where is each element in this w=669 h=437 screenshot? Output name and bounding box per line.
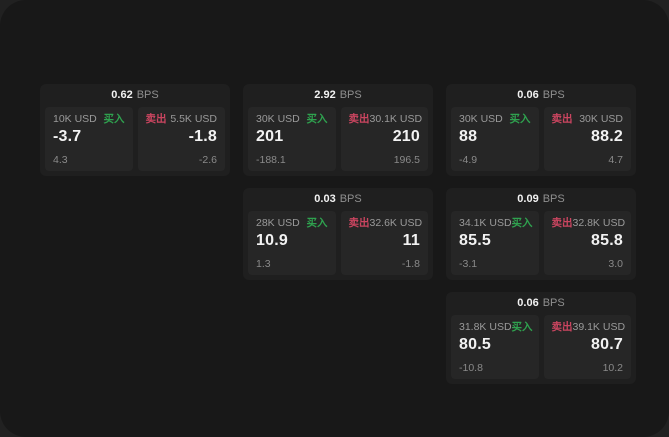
sell-side-label: 卖出 (551, 321, 573, 333)
buy-price: 201 (256, 127, 284, 145)
sell-side-label: 卖出 (145, 113, 167, 125)
sell-change: -2.6 (198, 153, 217, 166)
bps-unit-label: BPS (542, 297, 565, 309)
bps-unit-label: BPS (542, 193, 565, 205)
sell-panel[interactable]: 卖出 39.1K USD 80.7 10.2 (543, 315, 631, 379)
bps-unit-label: BPS (339, 193, 362, 205)
sell-size: 30.1K USD (369, 113, 423, 125)
buy-change: -4.9 (459, 153, 478, 166)
spread-bps-value: 0.09 (517, 193, 539, 205)
sell-side-label: 卖出 (551, 113, 573, 125)
buy-change: -188.1 (256, 153, 286, 166)
buy-change: -3.1 (459, 257, 478, 270)
sell-size: 30K USD (579, 113, 623, 125)
spread-header: 0.06 BPS (451, 292, 631, 315)
buy-size: 30K USD (459, 113, 503, 125)
buy-side-label: 买入 (306, 217, 328, 229)
buy-size: 28K USD (256, 217, 300, 229)
bps-unit-label: BPS (542, 89, 565, 101)
sell-price: 88.2 (591, 127, 623, 145)
sell-panel[interactable]: 卖出 32.6K USD 11 -1.8 (340, 211, 428, 275)
quote-grid: 0.62 BPS 10K USD 买入 -3.7 4.3 卖出 5.5K USD (40, 84, 636, 384)
quote-card: 0.62 BPS 10K USD 买入 -3.7 4.3 卖出 5.5K USD (40, 84, 230, 176)
quote-card: 0.09 BPS 34.1K USD 买入 85.5 -3.1 卖出 32.8K… (446, 188, 636, 280)
sell-change: 4.7 (608, 153, 623, 166)
spread-bps-value: 2.92 (314, 89, 336, 101)
buy-panel[interactable]: 10K USD 买入 -3.7 4.3 (45, 107, 133, 171)
buy-size: 34.1K USD (459, 217, 512, 229)
quote-card: 0.03 BPS 28K USD 买入 10.9 1.3 卖出 32.6K US… (243, 188, 433, 280)
sell-panel[interactable]: 卖出 30K USD 88.2 4.7 (543, 107, 631, 171)
buy-panel[interactable]: 30K USD 买入 88 -4.9 (451, 107, 539, 171)
buy-price: -3.7 (53, 127, 82, 145)
sell-price: 85.8 (591, 231, 623, 249)
buy-change: -10.8 (459, 361, 483, 374)
buy-side-label: 买入 (306, 113, 328, 125)
spread-header: 0.03 BPS (248, 188, 428, 211)
bps-unit-label: BPS (136, 89, 159, 101)
sell-side-label: 卖出 (348, 113, 370, 125)
buy-size: 30K USD (256, 113, 300, 125)
sell-size: 32.6K USD (369, 217, 423, 229)
buy-price: 88 (459, 127, 478, 145)
spread-header: 0.06 BPS (451, 84, 631, 107)
buy-side-label: 买入 (511, 321, 533, 333)
sell-side-label: 卖出 (551, 217, 573, 229)
sell-price: 210 (392, 127, 420, 145)
buy-change: 4.3 (53, 153, 68, 166)
buy-panel[interactable]: 31.8K USD 买入 80.5 -10.8 (451, 315, 539, 379)
sell-change: 3.0 (608, 257, 623, 270)
bps-unit-label: BPS (339, 89, 362, 101)
sell-side-label: 卖出 (348, 217, 370, 229)
spread-header: 0.62 BPS (45, 84, 225, 107)
buy-price: 10.9 (256, 231, 288, 249)
sell-price: -1.8 (188, 127, 217, 145)
buy-price: 80.5 (459, 335, 491, 353)
sell-change: 10.2 (602, 361, 623, 374)
buy-price: 85.5 (459, 231, 491, 249)
spread-bps-value: 0.03 (314, 193, 336, 205)
buy-panel[interactable]: 34.1K USD 买入 85.5 -3.1 (451, 211, 539, 275)
spread-bps-value: 0.06 (517, 89, 539, 101)
sell-price: 80.7 (591, 335, 623, 353)
sell-size: 39.1K USD (572, 321, 626, 333)
buy-size: 31.8K USD (459, 321, 512, 333)
spread-bps-value: 0.06 (517, 297, 539, 309)
sell-panel[interactable]: 卖出 30.1K USD 210 196.5 (340, 107, 428, 171)
buy-side-label: 买入 (509, 113, 531, 125)
buy-side-label: 买入 (511, 217, 533, 229)
spread-header: 2.92 BPS (248, 84, 428, 107)
sell-panel[interactable]: 卖出 32.8K USD 85.8 3.0 (543, 211, 631, 275)
buy-panel[interactable]: 28K USD 买入 10.9 1.3 (248, 211, 336, 275)
quote-card: 0.06 BPS 31.8K USD 买入 80.5 -10.8 卖出 39.1… (446, 292, 636, 384)
quote-card: 0.06 BPS 30K USD 买入 88 -4.9 卖出 30K USD (446, 84, 636, 176)
sell-size: 5.5K USD (170, 113, 217, 125)
spread-bps-value: 0.62 (111, 89, 133, 101)
spread-header: 0.09 BPS (451, 188, 631, 211)
sell-panel[interactable]: 卖出 5.5K USD -1.8 -2.6 (137, 107, 225, 171)
buy-change: 1.3 (256, 257, 271, 270)
sell-change: 196.5 (393, 153, 420, 166)
buy-side-label: 买入 (103, 113, 125, 125)
sell-price: 11 (402, 231, 420, 249)
buy-panel[interactable]: 30K USD 买入 201 -188.1 (248, 107, 336, 171)
buy-size: 10K USD (53, 113, 97, 125)
sell-change: -1.8 (401, 257, 420, 270)
sell-size: 32.8K USD (572, 217, 626, 229)
quote-card: 2.92 BPS 30K USD 买入 201 -188.1 卖出 30.1K … (243, 84, 433, 176)
